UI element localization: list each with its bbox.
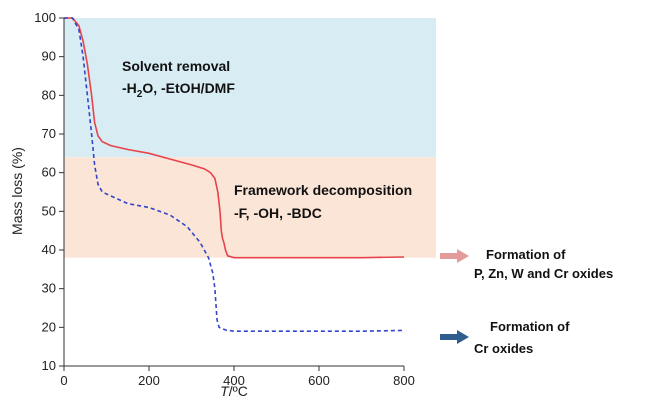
- y-tick-label: 80: [42, 87, 56, 102]
- series-line-dashed: [64, 17, 405, 332]
- cr-oxides-arrow: [440, 330, 469, 344]
- y-tick-label: 70: [42, 126, 56, 141]
- mixed-oxides-line2: P, Zn, W and Cr oxides: [474, 266, 613, 281]
- y-tick-label: 30: [42, 281, 56, 296]
- mixed-oxides-line1: Formation of: [486, 247, 566, 262]
- solvent-removal-sublabel: -H2O, -EtOH/DMF: [122, 80, 235, 100]
- shaded-regions: [64, 18, 436, 258]
- region-solvent-removal: [64, 18, 436, 158]
- x-tick-label: 600: [308, 373, 330, 388]
- series-lines: [64, 17, 405, 332]
- y-tick-label: 100: [34, 10, 56, 25]
- x-tick-label: 400: [223, 373, 245, 388]
- mixed-oxides-arrow: [440, 249, 469, 263]
- y-tick-label: 50: [42, 203, 56, 218]
- ticks: 10 20 30 40 50 60 70 80 90 100 0 200 400 600 800: [34, 10, 415, 388]
- x-axis-title: T/ºC: [220, 383, 248, 399]
- solvent-removal-label: Solvent removal: [122, 58, 230, 74]
- y-axis-title: Mass loss (%): [9, 147, 25, 235]
- framework-decomposition-label: Framework decomposition: [234, 182, 412, 198]
- cr-oxides-line1: Formation of: [490, 319, 570, 334]
- y-tick-label: 60: [42, 165, 56, 180]
- cr-oxides-line2: Cr oxides: [474, 341, 533, 356]
- x-tick-label: 800: [393, 373, 415, 388]
- y-tick-label: 90: [42, 49, 56, 64]
- x-tick-label: 200: [138, 373, 160, 388]
- x-axis-unit: /ºC: [229, 383, 248, 399]
- region-framework-decomposition: [64, 157, 436, 258]
- framework-decomposition-sublabel: -F, -OH, -BDC: [234, 205, 322, 221]
- y-tick-label: 10: [42, 358, 56, 373]
- series-line-solid: [64, 17, 405, 259]
- x-tick-label: 0: [60, 373, 67, 388]
- y-tick-label: 20: [42, 319, 56, 334]
- y-tick-label: 40: [42, 242, 56, 257]
- x-axis-var: T: [220, 383, 230, 399]
